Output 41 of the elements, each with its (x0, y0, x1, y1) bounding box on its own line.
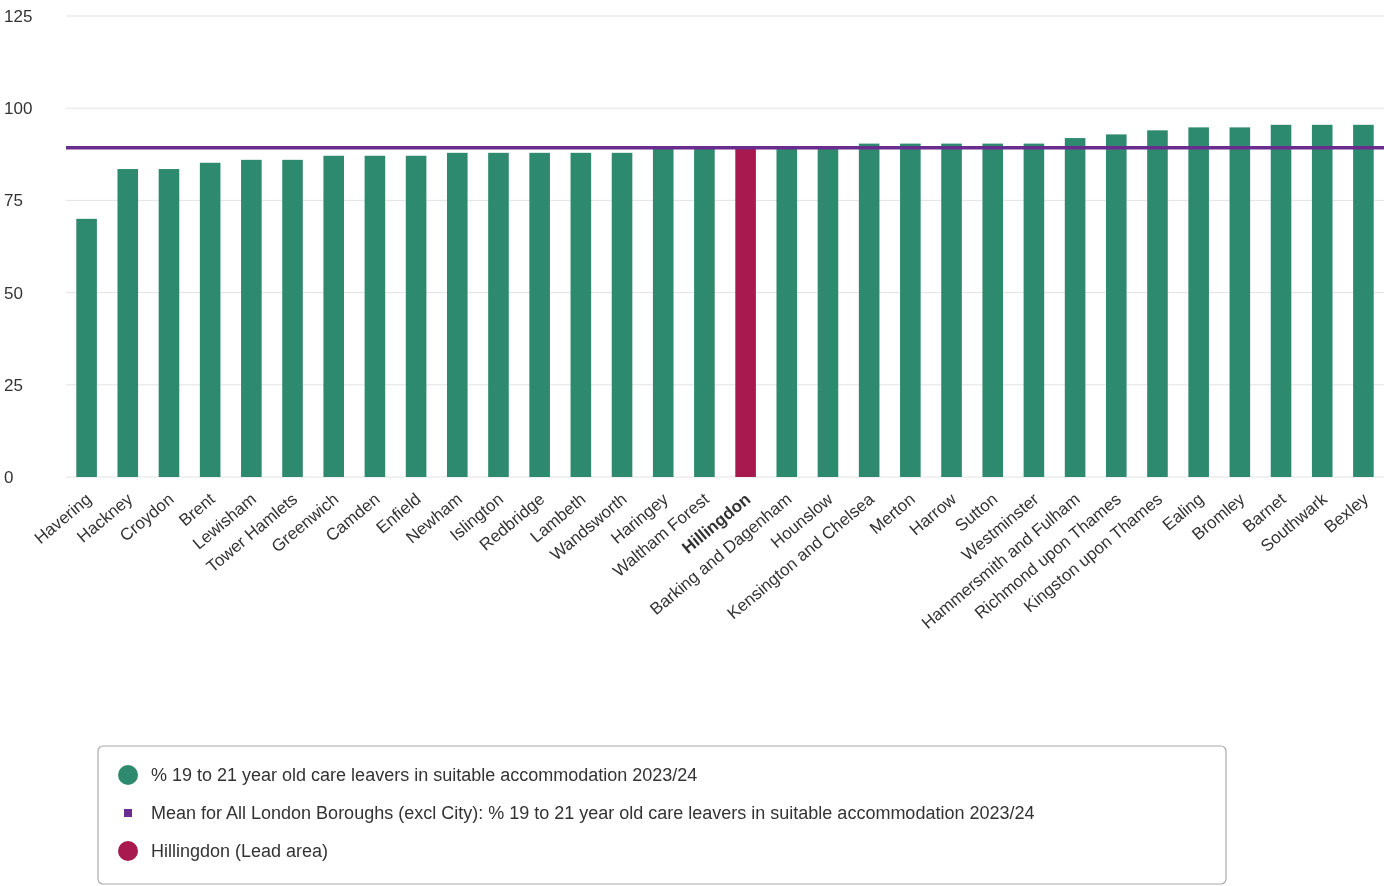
y-tick-label: 125 (4, 6, 33, 26)
bar (611, 152, 633, 477)
bar (241, 159, 262, 477)
bar (858, 143, 880, 477)
bar (488, 152, 509, 477)
bar (117, 169, 139, 477)
bar (364, 155, 386, 477)
bar (529, 152, 550, 477)
bar (817, 148, 839, 477)
bar (76, 218, 97, 477)
bar (1353, 124, 1374, 477)
bar (282, 159, 303, 477)
y-tick-label: 100 (4, 99, 33, 119)
bar (1023, 143, 1045, 477)
bar (1188, 127, 1209, 477)
bar (694, 148, 715, 477)
bar (405, 155, 427, 477)
bar (446, 152, 468, 477)
bar (982, 143, 1004, 477)
bar (735, 148, 756, 477)
y-tick-label: 25 (4, 375, 23, 395)
legend-label: Hillingdon (Lead area) (151, 841, 329, 862)
bar (1064, 138, 1086, 477)
legend-label: % 19 to 21 year old care leavers in suitable accommodation 2023/24 (151, 765, 698, 786)
bar (1270, 124, 1292, 477)
bar (776, 148, 798, 477)
bar (1229, 127, 1251, 477)
bar (900, 143, 921, 477)
bar (199, 162, 221, 477)
bar (1311, 124, 1333, 477)
bar (158, 169, 180, 477)
bar (941, 143, 962, 477)
bar (570, 152, 592, 477)
bar (1105, 134, 1127, 477)
y-tick-label: 50 (4, 283, 23, 303)
bar (1147, 130, 1168, 477)
y-tick-label: 75 (4, 191, 23, 211)
y-tick-label: 0 (4, 467, 14, 487)
bar (323, 155, 345, 477)
bar (652, 148, 674, 477)
legend-label: Mean for All London Boroughs (excl City): % 19 to 21 year old care leavers in suitable accommodation 2023/24 (151, 803, 1035, 824)
